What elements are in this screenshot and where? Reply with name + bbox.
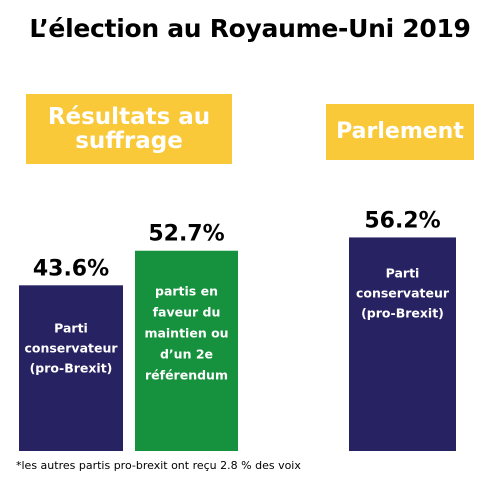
category-label-0-1: faveur du bbox=[153, 305, 221, 320]
category-label-1-0: conservateur bbox=[356, 285, 450, 300]
category-label-0-1: partis en bbox=[155, 284, 218, 299]
category-label-0-1: référendum bbox=[145, 368, 228, 383]
category-label-0-1: d’un 2e bbox=[160, 347, 213, 362]
bar-0-1 bbox=[135, 250, 238, 451]
chart-title: L’élection au Royaume-Uni 2019 bbox=[29, 14, 471, 43]
category-label-0-0: conservateur bbox=[24, 340, 118, 355]
category-label-0-0: Parti bbox=[54, 320, 88, 335]
category-label-0-1: maintien ou bbox=[144, 326, 228, 341]
bar-1-0 bbox=[349, 237, 456, 451]
category-label-1-0: Parti bbox=[386, 265, 420, 280]
category-label-0-0: (pro-Brexit) bbox=[30, 360, 113, 375]
votes-section-label: Résultats au suffrage bbox=[26, 94, 232, 164]
category-label-1-0: (pro-Brexit) bbox=[361, 305, 444, 320]
parliament-section-label: Parlement bbox=[326, 104, 474, 160]
value-label-0-0: 43.6% bbox=[33, 256, 109, 281]
footnote: *les autres partis pro-brexit ont reçu 2… bbox=[16, 459, 301, 472]
bar-0-0 bbox=[19, 285, 123, 451]
value-label-0-1: 52.7% bbox=[148, 222, 224, 247]
value-label-1-0: 56.2% bbox=[364, 208, 440, 233]
